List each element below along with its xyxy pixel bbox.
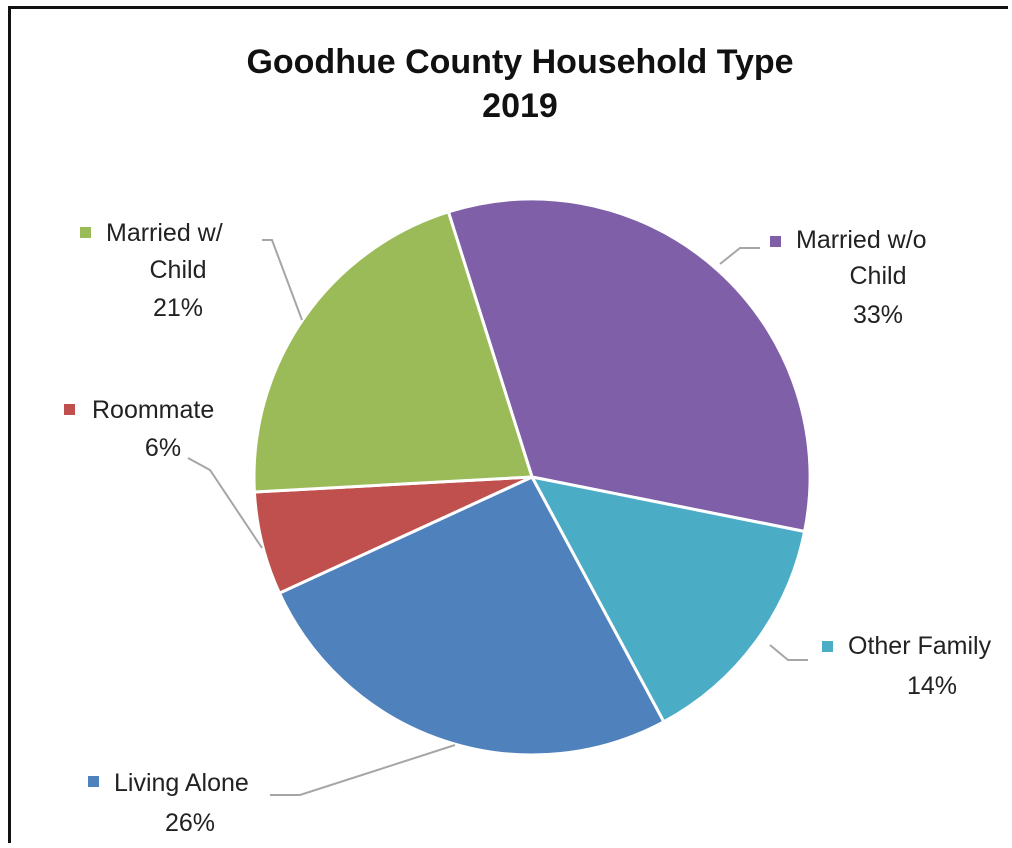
legend-key-roommate bbox=[64, 404, 75, 415]
slice-percent-married-w-o-child: 33% bbox=[853, 301, 903, 329]
pie-slice-living-alone bbox=[277, 475, 666, 757]
leader-line-roommate bbox=[187, 457, 263, 549]
legend-key-other-family bbox=[822, 641, 833, 652]
slice-label-living-alone: Living Alone bbox=[114, 769, 249, 797]
legend-key-living-alone bbox=[88, 776, 99, 787]
slice-label-married-w-child: Married w/ bbox=[106, 219, 223, 247]
slice-label-other-family: Other Family bbox=[848, 632, 992, 660]
leader-line-married-w-child bbox=[262, 239, 303, 321]
slice-percent-living-alone: 26% bbox=[165, 809, 215, 837]
leader-line-other-family bbox=[769, 644, 808, 661]
pie-slice-married-w-child bbox=[252, 209, 535, 494]
slice-percent-married-w-child: 21% bbox=[153, 294, 203, 322]
slice-label-roommate: Roommate bbox=[92, 396, 214, 424]
slice-label-married-w-o-child: Child bbox=[850, 262, 907, 290]
slice-label-married-w-o-child: Married w/o bbox=[796, 226, 927, 254]
chart-title: Goodhue County Household Type 2019 bbox=[0, 40, 1012, 128]
pie-slice-other-family bbox=[529, 474, 807, 724]
slice-percent-roommate: 6% bbox=[145, 434, 181, 462]
legend-key-married-w-o-child bbox=[770, 236, 781, 247]
pie-slice-married-w-o-child bbox=[446, 197, 812, 534]
legend-key-married-w-child bbox=[80, 227, 91, 238]
slice-percent-other-family: 14% bbox=[907, 672, 957, 700]
chart-title-line-2: 2019 bbox=[482, 87, 558, 125]
chart-title-line-1: Goodhue County Household Type bbox=[246, 43, 794, 81]
slice-label-married-w-child: Child bbox=[150, 256, 207, 284]
leader-line-living-alone bbox=[270, 744, 456, 796]
leader-line-married-w-o-child bbox=[719, 247, 760, 265]
